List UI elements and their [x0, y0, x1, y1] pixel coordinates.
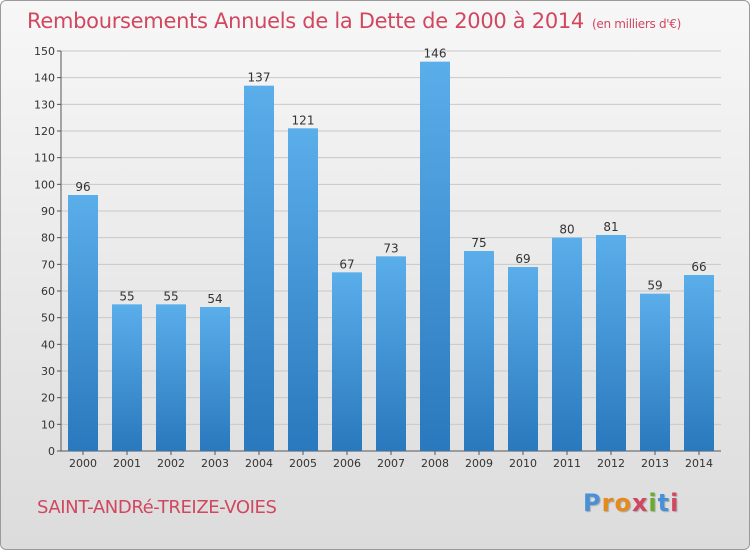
- x-axis: 2000 2001 2002 2003 2004 2005 2006 2007 2008 2009…: [69, 451, 713, 470]
- value-label-2011: 80: [559, 223, 574, 237]
- value-label-2002: 55: [163, 289, 178, 303]
- bar-2013: [640, 293, 670, 451]
- y-tick-label: 40: [41, 338, 55, 351]
- x-tick-label-2000: 2000: [69, 457, 97, 470]
- bar-2009: [464, 251, 494, 451]
- value-label-2013: 59: [647, 279, 662, 293]
- y-tick-label: 80: [41, 232, 55, 245]
- chart-title: Remboursements Annuels de la Dette de 20…: [27, 9, 681, 33]
- value-label-2005: 121: [292, 113, 315, 127]
- bar-2010: [508, 267, 538, 451]
- commune-name: SAINT-ANDRé-TREIZE-VOIES: [37, 497, 277, 518]
- bar-2007: [376, 256, 406, 451]
- logo-letter: P: [583, 489, 602, 517]
- x-tick-label-2013: 2013: [641, 457, 669, 470]
- x-tick-label-2002: 2002: [157, 457, 185, 470]
- y-tick-label: 30: [41, 365, 55, 378]
- y-tick-label: 70: [41, 258, 55, 271]
- logo-letter: o: [614, 489, 632, 517]
- logo-letter: t: [657, 489, 671, 517]
- y-tick-label: 110: [34, 152, 55, 165]
- proxiti-logo: Proxiti: [583, 489, 679, 517]
- x-tick-label-2011: 2011: [553, 457, 581, 470]
- x-tick-label-2008: 2008: [421, 457, 449, 470]
- y-tick-label: 60: [41, 285, 55, 298]
- x-tick-label-2007: 2007: [377, 457, 405, 470]
- value-label-2010: 69: [515, 252, 530, 266]
- bar-2004: [244, 85, 274, 452]
- value-label-2012: 81: [603, 220, 618, 234]
- value-label-2014: 66: [691, 260, 706, 274]
- bar-2014: [684, 275, 714, 451]
- logo-letter: r: [601, 489, 615, 517]
- value-label-2003: 54: [207, 292, 222, 306]
- value-label-2009: 75: [471, 236, 486, 250]
- value-labels: 96 55 55 54 137 121 67 73 146 75 69 80 81 59 66: [75, 47, 706, 306]
- y-tick-label: 20: [41, 392, 55, 405]
- chart-subtitle: (en milliers d'€): [592, 17, 682, 31]
- bar-2008: [420, 61, 450, 452]
- bar-2006: [332, 272, 362, 451]
- x-tick-label-2006: 2006: [333, 457, 361, 470]
- y-tick-label: 140: [34, 72, 55, 85]
- y-tick-label: 100: [34, 178, 55, 191]
- logo-letter: i: [648, 489, 658, 517]
- y-tick-label: 10: [41, 418, 55, 431]
- bar-2001: [112, 304, 142, 451]
- x-tick-label-2004: 2004: [245, 457, 273, 470]
- value-label-2007: 73: [383, 241, 398, 255]
- x-tick-label-2005: 2005: [289, 457, 317, 470]
- bar-2002: [156, 304, 186, 451]
- y-tick-label: 120: [34, 125, 55, 138]
- y-tick-label: 150: [34, 45, 55, 58]
- value-label-2006: 67: [339, 257, 354, 271]
- x-tick-label-2010: 2010: [509, 457, 537, 470]
- value-label-2000: 96: [75, 180, 90, 194]
- y-tick-label: 130: [34, 98, 55, 111]
- value-label-2004: 137: [248, 71, 271, 85]
- bar-2000: [68, 195, 98, 451]
- value-label-2008: 146: [424, 47, 447, 61]
- x-tick-label-2009: 2009: [465, 457, 493, 470]
- bar-2005: [288, 128, 318, 451]
- bar-2003: [200, 307, 230, 451]
- logo-letter: i: [670, 489, 680, 517]
- y-tick-label: 90: [41, 205, 55, 218]
- x-tick-label-2001: 2001: [113, 457, 141, 470]
- bar-2012: [596, 235, 626, 451]
- logo-letter: x: [631, 489, 649, 517]
- y-tick-label: 50: [41, 312, 55, 325]
- bars: [68, 61, 714, 452]
- chart-title-text: Remboursements Annuels de la Dette de 20…: [27, 9, 584, 33]
- x-tick-label-2012: 2012: [597, 457, 625, 470]
- x-tick-label-2003: 2003: [201, 457, 229, 470]
- bar-2011: [552, 237, 582, 451]
- x-tick-label-2014: 2014: [685, 457, 713, 470]
- y-tick-label: 0: [48, 445, 55, 458]
- value-label-2001: 55: [119, 289, 134, 303]
